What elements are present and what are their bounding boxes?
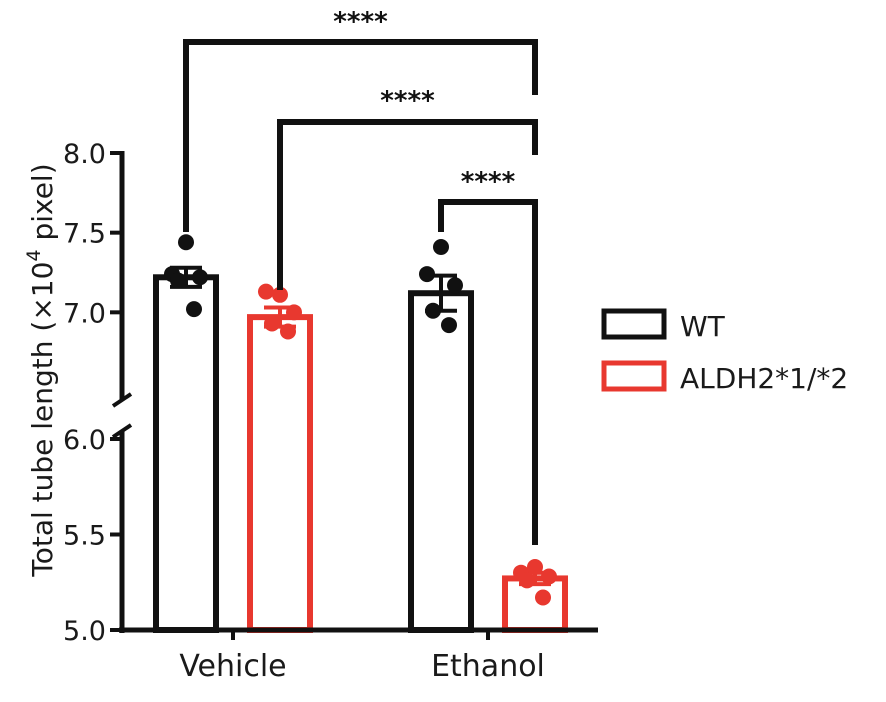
y-tick-label-2: 6.0 (63, 425, 106, 456)
y-tick-label-3: 7.0 (63, 298, 106, 329)
data-point-0-1-0 (433, 239, 449, 256)
significance-label-2: **** (461, 167, 516, 197)
data-point-1-0-2 (286, 304, 302, 321)
y-axis-break-mark-upper (111, 392, 133, 408)
legend-swatch-0 (601, 308, 667, 340)
data-point-1-1-4 (535, 589, 551, 606)
data-point-1-0-0 (272, 286, 288, 303)
data-point-0-0-0 (178, 234, 194, 251)
axes-layer: 5.0 5.5 6.0 7.0 7.5 8.0 Vehicle Ethanol (63, 139, 598, 684)
legend-swatch-1 (601, 360, 667, 392)
significance-label-1: **** (380, 86, 435, 116)
data-point-0-0-2 (192, 269, 208, 286)
data-point-1-1-0 (527, 558, 543, 575)
y-axis-title-main: Total tube length (×10 (26, 262, 59, 578)
x-tick-label-1: Ethanol (431, 649, 545, 684)
y-axis-break-mark-lower (111, 423, 133, 439)
y-axis-title-suffix: pixel) (26, 163, 59, 249)
data-point-0-1-2 (447, 277, 463, 294)
data-point-0-0-4 (186, 301, 202, 318)
data-point-0-1-4 (441, 317, 457, 334)
data-point-0-0-3 (170, 272, 186, 289)
data-point-1-0-1 (258, 283, 274, 300)
bar-0-1 (408, 290, 474, 633)
bar-1-0 (247, 314, 313, 633)
significance-label-0: **** (333, 7, 388, 37)
y-tick-label-1: 5.5 (63, 521, 106, 552)
bar-0-0 (153, 274, 219, 633)
y-tick-label-5: 8.0 (63, 139, 106, 170)
legend-label-1: ALDH2*1/*2 (680, 362, 848, 395)
data-point-0-1-1 (419, 266, 435, 283)
significance-bracket-0 (183, 39, 538, 232)
y-tick-label-4: 7.5 (63, 219, 106, 250)
data-point-0-1-3 (425, 302, 441, 319)
bar-1-1 (502, 575, 568, 633)
data-point-1-0-4 (280, 323, 296, 340)
y-tick-label-0: 5.0 (63, 616, 106, 647)
data-point-1-0-3 (264, 315, 280, 332)
significance-bracket-1 (277, 119, 538, 290)
legend: WT ALDH2*1/*2 (601, 308, 848, 395)
x-tick-label-0: Vehicle (179, 649, 286, 684)
data-point-1-1-3 (519, 572, 535, 589)
bars-layer (153, 234, 568, 633)
significance-layer: **** **** **** (183, 7, 538, 545)
y-axis-title: Total tube length (×104 pixel) (23, 163, 59, 577)
significance-bracket-2 (438, 199, 538, 545)
y-axis-title-superscript: 4 (23, 249, 45, 261)
data-point-1-1-2 (541, 568, 557, 585)
legend-label-0: WT (680, 310, 726, 343)
